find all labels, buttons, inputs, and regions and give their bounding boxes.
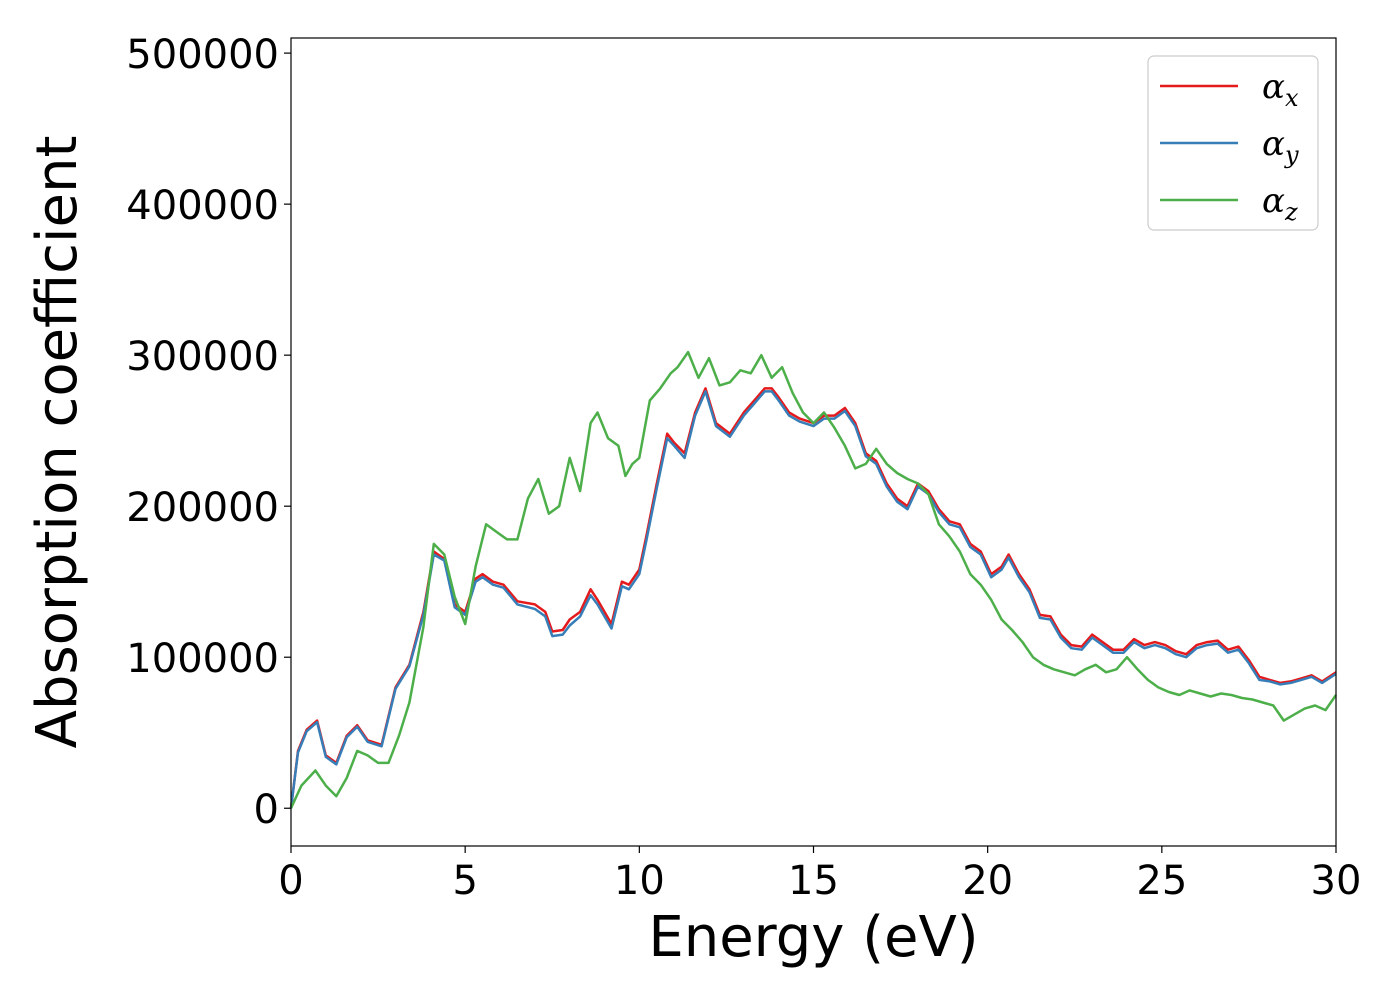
legend-symbol: α	[1262, 181, 1285, 221]
y-tick-label: 100000	[126, 636, 279, 682]
y-tick-label: 0	[254, 787, 279, 833]
series-line-y	[289, 390, 1337, 809]
y-tick-label: 200000	[126, 485, 279, 531]
y-axis-ticks: 0 100000 200000 300000 400000 500000	[126, 32, 291, 833]
legend-subscript: z	[1284, 198, 1298, 226]
legend-label-x: αx	[1262, 67, 1299, 112]
y-axis-label: Absorption coefficient	[25, 136, 90, 749]
x-tick-label: 20	[962, 858, 1013, 904]
series-lines	[289, 350, 1338, 809]
legend-label-z: αz	[1262, 181, 1298, 226]
x-tick-label: 10	[614, 858, 665, 904]
legend-symbol: α	[1262, 67, 1285, 107]
x-tick-label: 5	[452, 858, 477, 904]
y-tick-label: 500000	[126, 32, 279, 78]
legend-label-y: αy	[1262, 124, 1299, 169]
y-tick-label: 400000	[126, 183, 279, 229]
x-axis-ticks: 0 5 10 15 20 25 30	[278, 846, 1361, 904]
x-tick-label: 0	[278, 858, 303, 904]
x-tick-label: 15	[788, 858, 839, 904]
legend-subscript: x	[1285, 84, 1299, 112]
legend-symbol: α	[1262, 124, 1285, 164]
x-tick-label: 25	[1136, 858, 1187, 904]
x-tick-label: 30	[1311, 858, 1362, 904]
y-tick-label: 300000	[126, 334, 279, 380]
legend-subscript: y	[1284, 141, 1299, 169]
series-line-z	[289, 350, 1338, 809]
x-axis-label: Energy (eV)	[648, 905, 978, 970]
